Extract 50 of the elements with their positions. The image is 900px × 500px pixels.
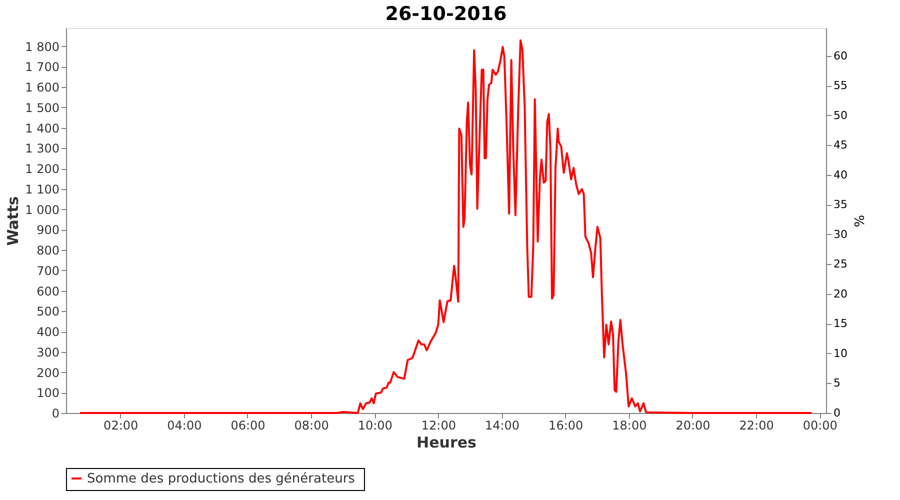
y-tick-label: 1 700: [25, 60, 60, 74]
y-tick-label: 700: [36, 264, 60, 278]
y2-tick-label: 5: [834, 376, 840, 390]
x-tick-label: 10:00: [358, 418, 392, 432]
y-tick-label: 1 100: [25, 182, 60, 196]
chart-title: 26-10-2016: [385, 3, 507, 25]
y-tick-label: 100: [36, 386, 60, 400]
line-series: [78, 39, 813, 414]
y2-tick-label: 20: [834, 287, 848, 300]
y-tick-label: 1 600: [25, 80, 60, 95]
y2-tick-label: 60: [834, 49, 848, 62]
x-tick-label: 16:00: [548, 418, 584, 432]
y2-tick-label: 10: [834, 346, 848, 360]
y2-tick-label: 55: [834, 79, 848, 92]
x-tick-label: 02:00: [104, 418, 138, 432]
x-tick-label: 08:00: [294, 418, 329, 432]
y-tick-label: 1 800: [25, 40, 60, 54]
y2-tick-label: 0: [834, 406, 840, 420]
x-axis-title: Heures: [416, 434, 477, 452]
y2-tick-label: 50: [834, 108, 848, 122]
y2-axis-title: %: [850, 214, 866, 228]
legend-label: Somme des productions des générateurs: [87, 472, 356, 486]
y-axis-title: Watts: [4, 196, 22, 246]
x-tick-label: 12:00: [421, 418, 456, 432]
y-tick-label: 600: [36, 284, 60, 298]
x-tick-label: 14:00: [484, 418, 520, 432]
y-tick-label: 200: [36, 366, 60, 380]
x-tick-label: 20:00: [676, 418, 710, 432]
y-tick-label: 900: [36, 223, 60, 238]
x-tick-label: 00:00: [802, 418, 838, 432]
y-tick-label: 1 500: [25, 100, 60, 115]
x-tick-label: 06:00: [230, 418, 266, 432]
y-tick-label: 1 200: [25, 162, 60, 176]
x-tick-label: 18:00: [612, 418, 647, 432]
y-tick-label: 1 000: [25, 202, 60, 217]
y-tick-label: 300: [36, 345, 60, 360]
x-tick-label: 04:00: [167, 418, 202, 432]
y2-tick-label: 15: [834, 317, 848, 330]
x-tick-label: 22:00: [739, 418, 774, 432]
y-tick-label: 400: [36, 325, 60, 340]
y2-tick-label: 40: [834, 168, 848, 182]
y-tick-label: 500: [36, 304, 60, 319]
y2-tick-label: 25: [834, 258, 848, 271]
y-tick-label: 1 300: [25, 142, 60, 156]
y-tick-label: 1 400: [25, 121, 60, 136]
y2-tick-label: 35: [834, 198, 848, 212]
y-tick-label: 0: [52, 406, 60, 420]
y2-tick-label: 45: [834, 138, 848, 152]
y2-tick-label: 30: [834, 228, 848, 241]
y-tick-label: 800: [36, 244, 60, 258]
